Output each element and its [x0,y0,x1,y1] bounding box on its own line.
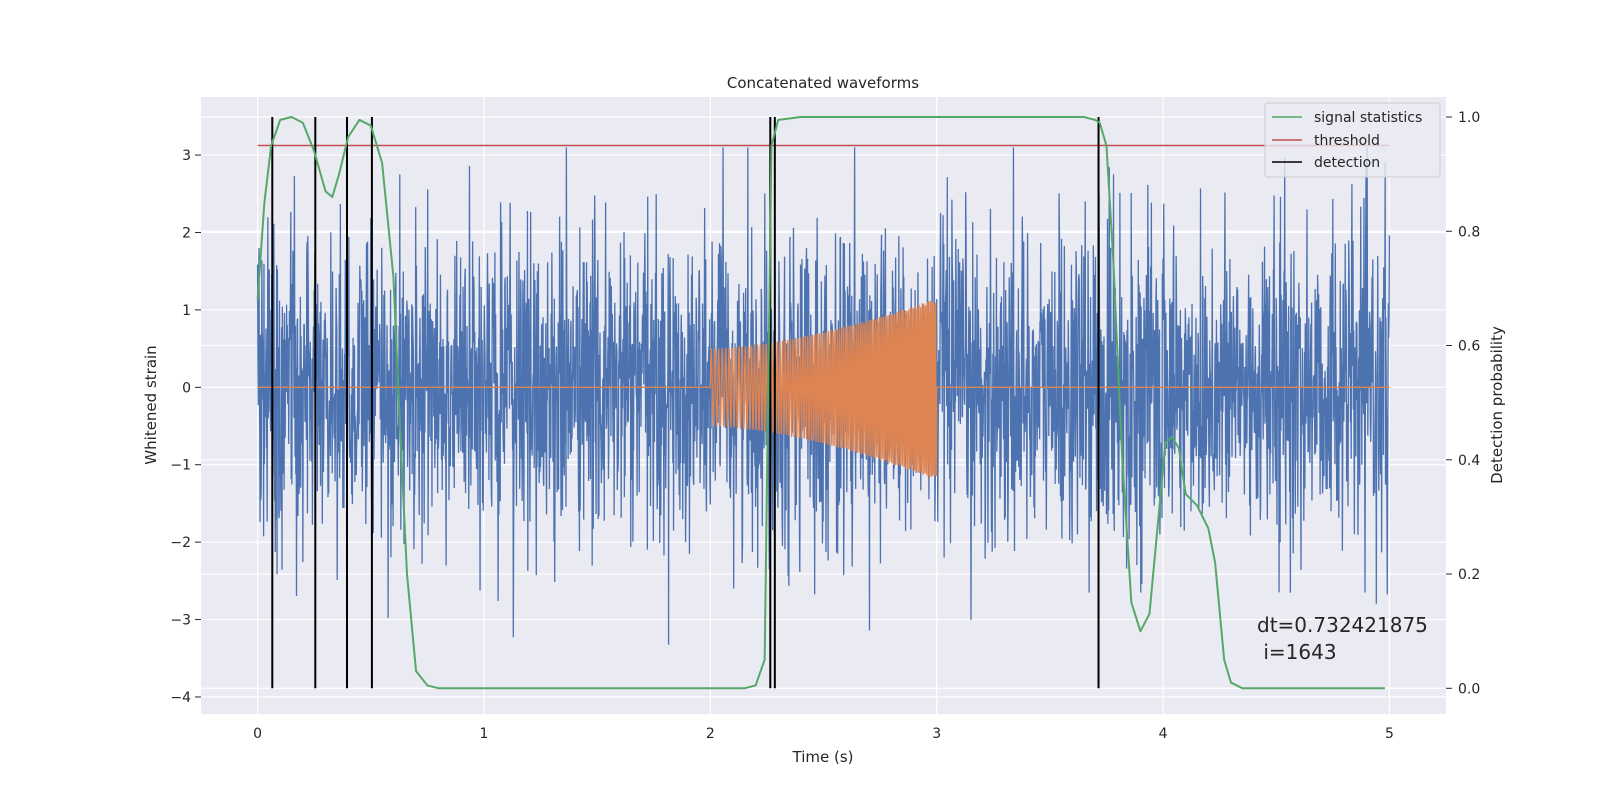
y-axis-ticks: −4 −3 −2 −1 0 1 2 3 [170,148,201,706]
x-tick-label: 0 [253,726,262,742]
detection-series [271,116,1100,689]
x-tick-label: 5 [1385,726,1394,742]
chirp-line [257,301,1390,478]
legend-label-signal-statistics: signal statistics [1314,110,1422,126]
y-tick-label: −3 [170,613,191,629]
x-tick-label: 1 [479,726,488,742]
x-tick-label: 3 [932,726,941,742]
y-tick-label: 0 [182,380,191,396]
chirp-series [257,301,1390,478]
y-axis-label: Whitened strain [142,345,160,464]
y2-tick-label: 0.8 [1458,224,1480,240]
y2-axis-label: Detection probability [1488,326,1506,484]
signal-statistics-line [256,116,1385,690]
x-axis-label: Time (s) [792,748,854,766]
annotation-i: i=1643 [1257,640,1337,664]
x-tick-label: 4 [1159,726,1168,742]
y2-axis-ticks: 0.0 0.2 0.4 0.6 0.8 1.0 [1446,110,1480,697]
annotation: dt=0.732421875 i=1643 [1257,613,1428,664]
y2-tick-label: 0.0 [1458,681,1480,697]
legend-label-threshold: threshold [1314,133,1380,149]
y2-tick-label: 0.2 [1458,567,1480,583]
annotation-dt: dt=0.732421875 [1257,613,1428,637]
y-tick-label: 3 [182,148,191,164]
x-tick-label: 2 [706,726,715,742]
y2-tick-label: 0.6 [1458,339,1480,355]
y-tick-label: 1 [182,303,191,319]
legend-label-detection: detection [1314,155,1380,171]
y-tick-label: 2 [182,225,191,241]
chart-title: Concatenated waveforms [727,74,919,92]
noise-series [256,147,1391,645]
y2-tick-label: 0.4 [1458,453,1480,469]
signal-statistics-series [256,116,1385,690]
y2-tick-label: 1.0 [1458,110,1480,126]
noise-line [256,147,1391,645]
y-tick-label: −1 [170,458,191,474]
x-axis-ticks: 0 1 2 3 4 5 [253,726,1394,742]
legend-box [1264,102,1441,178]
y-tick-label: −4 [170,690,191,706]
y-tick-label: −2 [170,535,191,551]
legend: signal statistics threshold detection [1264,102,1441,178]
